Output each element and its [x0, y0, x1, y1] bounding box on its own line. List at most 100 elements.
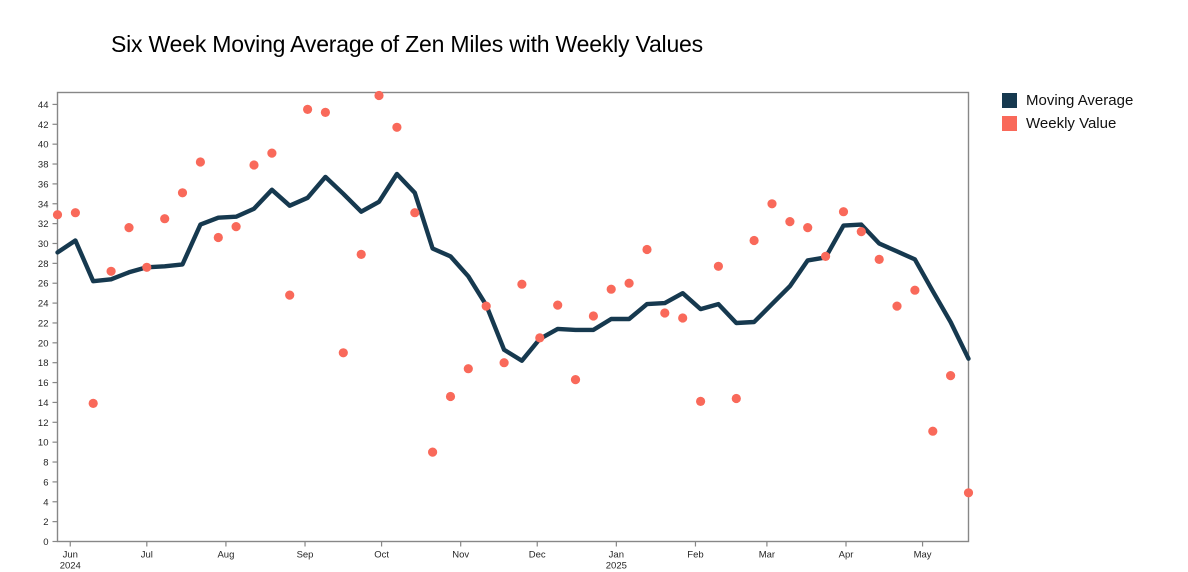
legend-item-moving-average: Moving Average	[1002, 93, 1133, 108]
weekly-value-point	[231, 222, 241, 232]
x-tick-label: Oct	[374, 550, 389, 561]
weekly-value-point	[767, 199, 777, 209]
y-tick-label: 42	[38, 120, 49, 131]
weekly-value-point	[249, 160, 259, 170]
y-tick-label: 22	[38, 318, 49, 329]
y-tick-label: 0	[43, 537, 48, 548]
weekly-value-point	[160, 214, 170, 224]
weekly-value-point	[838, 207, 849, 217]
weekly-value-point	[570, 375, 581, 385]
weekly-value-point	[52, 210, 63, 220]
plot-border	[56, 91, 970, 543]
weekly-value-point	[303, 104, 313, 114]
x-tick-label: Dec	[529, 550, 546, 561]
weekly-value-point	[553, 300, 563, 310]
weekly-value-point	[124, 223, 134, 233]
legend: Moving Average Weekly Value	[1002, 93, 1133, 131]
y-tick-label: 20	[38, 338, 49, 349]
weekly-value-point	[856, 227, 866, 237]
y-tick-label: 4	[43, 497, 48, 508]
weekly-value-point	[356, 249, 366, 259]
y-tick-label: 6	[43, 477, 48, 488]
x-tick-label: Apr	[839, 550, 854, 561]
weekly-value-point	[660, 308, 670, 318]
x-tick-label: Jan	[609, 550, 624, 561]
y-tick-label: 16	[38, 378, 49, 389]
y-tick-label: 24	[38, 299, 49, 310]
weekly-value-point	[928, 426, 938, 436]
weekly-value-point	[892, 301, 902, 311]
weekly-value-point	[88, 398, 98, 408]
weekly-value-point	[338, 348, 348, 358]
y-tick-label: 26	[38, 279, 49, 290]
y-tick-label: 34	[38, 199, 49, 210]
weekly-value-point	[821, 251, 831, 261]
weekly-value-point	[428, 447, 438, 457]
x-tick-label: Nov	[452, 550, 469, 561]
x-tick-label: Jun	[63, 550, 78, 561]
weekly-value-point	[588, 311, 599, 321]
y-tick-label: 44	[38, 100, 49, 111]
weekly-value-point	[445, 391, 456, 402]
x-tick-year-label: 2024	[60, 561, 81, 572]
weekly-value-point	[392, 122, 402, 132]
y-tick-label: 18	[38, 358, 49, 369]
x-tick-year-label: 2025	[606, 561, 627, 572]
weekly-value-point	[142, 262, 152, 272]
x-tick-label: Sep	[297, 550, 314, 561]
chart-title: Six Week Moving Average of Zen Miles wit…	[111, 31, 703, 57]
weekly-value-point	[320, 107, 330, 117]
weekly-value-point	[874, 254, 884, 264]
weekly-value-point	[713, 261, 724, 271]
y-tick-label: 12	[38, 418, 49, 429]
y-tick-label: 38	[38, 160, 49, 171]
y-tick-label: 28	[38, 259, 49, 270]
weekly-value-point	[678, 313, 688, 323]
legend-item-weekly-value: Weekly Value	[1002, 116, 1133, 131]
x-tick-label: May	[914, 550, 932, 561]
legend-label: Weekly Value	[1026, 115, 1117, 132]
weekly-value-point	[177, 188, 188, 198]
weekly-value-point	[946, 371, 956, 381]
weekly-value-point	[517, 279, 527, 289]
y-tick-label: 40	[38, 140, 49, 151]
weekly-value-swatch	[1002, 116, 1017, 131]
weekly-value-point	[731, 393, 741, 404]
weekly-value-point	[535, 333, 545, 343]
weekly-value-point	[267, 148, 277, 158]
x-tick-label: Mar	[759, 550, 775, 561]
weekly-value-point	[195, 157, 205, 167]
weekly-value-point	[910, 285, 920, 295]
weekly-value-point	[696, 396, 706, 406]
moving-average-line	[55, 171, 971, 363]
legend-label: Moving Average	[1026, 92, 1134, 109]
weekly-value-point	[213, 232, 223, 243]
y-tick-label: 2	[43, 517, 48, 528]
weekly-value-point	[106, 266, 116, 276]
weekly-value-point	[285, 290, 295, 300]
weekly-value-point	[785, 217, 795, 227]
weekly-value-point	[481, 301, 491, 311]
weekly-value-point	[374, 90, 384, 101]
y-tick-label: 14	[38, 398, 49, 409]
weekly-value-point	[499, 358, 509, 368]
weekly-value-point	[606, 284, 616, 294]
x-tick-label: Feb	[687, 550, 703, 561]
weekly-value-point	[803, 223, 813, 233]
weekly-value-point	[624, 278, 634, 288]
y-tick-label: 32	[38, 219, 49, 230]
weekly-value-point	[963, 488, 974, 498]
x-tick-label: Jul	[141, 550, 153, 561]
weekly-value-point	[70, 208, 80, 218]
y-tick-label: 8	[43, 458, 48, 469]
weekly-value-point	[642, 244, 652, 255]
y-tick-label: 30	[38, 239, 49, 250]
y-tick-label: 36	[38, 179, 49, 190]
moving-average-swatch	[1002, 93, 1017, 108]
y-tick-label: 10	[38, 438, 49, 449]
weekly-value-point	[410, 208, 420, 218]
weekly-value-point	[749, 235, 759, 246]
weekly-value-point	[463, 364, 473, 374]
